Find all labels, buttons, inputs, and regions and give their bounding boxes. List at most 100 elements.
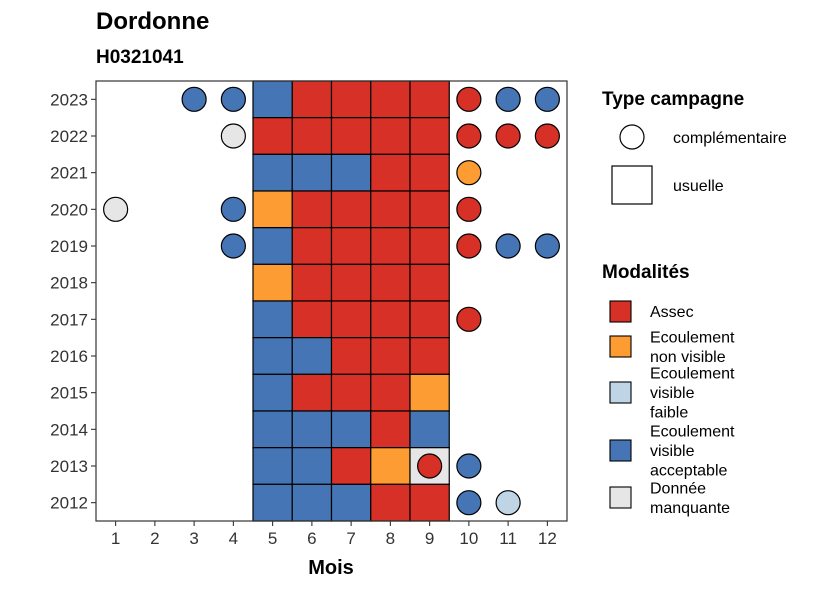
usuelle-tile — [409, 190, 450, 229]
complementaire-point — [417, 453, 443, 479]
complementaire-point — [534, 233, 560, 259]
usuelle-tile — [370, 80, 411, 119]
usuelle-tile — [409, 373, 450, 412]
legend-usuelle-key — [611, 165, 653, 205]
x-tick-label: 2 — [150, 529, 159, 548]
legend-modalite-label: faible — [650, 405, 688, 422]
usuelle-tile — [291, 263, 333, 302]
y-tick-label: 2017 — [50, 310, 88, 329]
usuelle-tile — [330, 263, 372, 302]
chart-subtitle: H0321041 — [96, 47, 184, 68]
usuelle-tile — [370, 483, 411, 522]
y-tick-label: 2016 — [50, 347, 88, 366]
usuelle-tile — [291, 410, 333, 449]
usuelle-tile — [370, 410, 411, 449]
x-axis-title: Mois — [308, 557, 354, 579]
x-tick-label: 1 — [111, 529, 120, 548]
usuelle-tile — [409, 337, 450, 375]
plot-area — [95, 80, 568, 522]
legend-complementaire-label: complémentaire — [673, 130, 787, 147]
complementaire-point — [456, 196, 482, 222]
legend-modalite-key — [609, 381, 632, 404]
y-tick-label: 2014 — [50, 420, 88, 439]
legend-modalite-label: Ecoulement — [650, 366, 735, 383]
usuelle-tile — [409, 410, 450, 449]
y-tick-label: 2022 — [50, 127, 88, 146]
legend-modalite-key — [609, 486, 632, 509]
y-tick-label: 2013 — [50, 457, 88, 476]
usuelle-tile — [409, 263, 450, 302]
legend-modalite-key — [609, 335, 632, 358]
legend-modalite-label: Ecoulement — [650, 424, 735, 441]
y-tick-label: 2019 — [50, 237, 88, 256]
complementaire-point — [534, 123, 560, 149]
usuelle-tile — [370, 300, 411, 339]
x-tick-label: 7 — [346, 529, 355, 548]
complementaire-point — [495, 490, 521, 516]
usuelle-tile — [409, 483, 450, 522]
x-axis-ticks: 1 2 3 4 5 6 7 8 9 10 11 12 — [111, 521, 557, 548]
usuelle-tile — [252, 300, 293, 339]
usuelle-tile — [330, 410, 372, 449]
complementaire-point — [220, 86, 246, 112]
x-tick-label: 6 — [307, 529, 316, 548]
usuelle-tile — [409, 300, 450, 339]
complementaire-point — [181, 86, 207, 112]
complementaire-point — [456, 490, 482, 516]
usuelle-tile — [291, 300, 333, 339]
usuelle-tile — [291, 337, 333, 375]
x-tick-label: 3 — [189, 529, 198, 548]
usuelle-tile — [370, 227, 411, 265]
x-tick-label: 11 — [499, 529, 517, 548]
usuelle-tile — [330, 300, 372, 339]
usuelle-tile — [252, 263, 293, 302]
legend-modalites-title: Modalités — [602, 262, 690, 283]
legend-complementaire-key — [619, 124, 645, 150]
legend-type-title: Type campagne — [602, 89, 744, 110]
complementaire-point — [220, 233, 246, 259]
usuelle-tile — [370, 337, 411, 375]
usuelle-tile — [252, 373, 293, 412]
usuelle-tile — [252, 117, 293, 155]
complementaire-point — [534, 86, 560, 112]
complementaire-point — [456, 86, 482, 112]
usuelle-tile — [252, 410, 293, 449]
complementaire-point — [103, 196, 129, 222]
usuelle-tile — [409, 153, 450, 192]
usuelle-tile — [252, 447, 293, 485]
usuelle-tile — [291, 117, 333, 155]
usuelle-tile — [252, 190, 293, 229]
usuelle-tile — [291, 373, 333, 412]
y-tick-label: 2012 — [50, 494, 88, 513]
usuelle-tile — [291, 80, 333, 119]
usuelle-tile — [330, 337, 372, 375]
usuelle-tile — [370, 447, 411, 485]
complementaire-point — [495, 233, 521, 259]
usuelle-tile — [252, 337, 293, 375]
usuelle-tile — [370, 263, 411, 302]
legend-modalite-label: non visible — [650, 349, 726, 366]
usuelle-tile — [330, 190, 372, 229]
complementaire-point — [495, 123, 521, 149]
complementaire-point — [456, 453, 482, 479]
usuelle-tile — [409, 227, 450, 265]
usuelle-tile — [252, 153, 293, 192]
usuelle-tile — [252, 227, 293, 265]
complementaire-point — [220, 196, 246, 222]
usuelle-tile — [291, 190, 333, 229]
usuelle-tile — [291, 227, 333, 265]
usuelle-tile — [370, 190, 411, 229]
usuelle-tile — [330, 80, 372, 119]
x-tick-label: 9 — [425, 529, 434, 548]
complementaire-point — [220, 123, 246, 149]
usuelle-tile — [370, 117, 411, 155]
plot-border — [95, 80, 568, 522]
legend-usuelle-label: usuelle — [673, 178, 724, 195]
y-tick-label: 2020 — [50, 200, 88, 219]
y-tick-label: 2021 — [50, 164, 88, 183]
usuelle-tile — [370, 153, 411, 192]
usuelle-tile — [291, 483, 333, 522]
usuelle-tile — [409, 117, 450, 155]
usuelle-tile — [370, 373, 411, 412]
